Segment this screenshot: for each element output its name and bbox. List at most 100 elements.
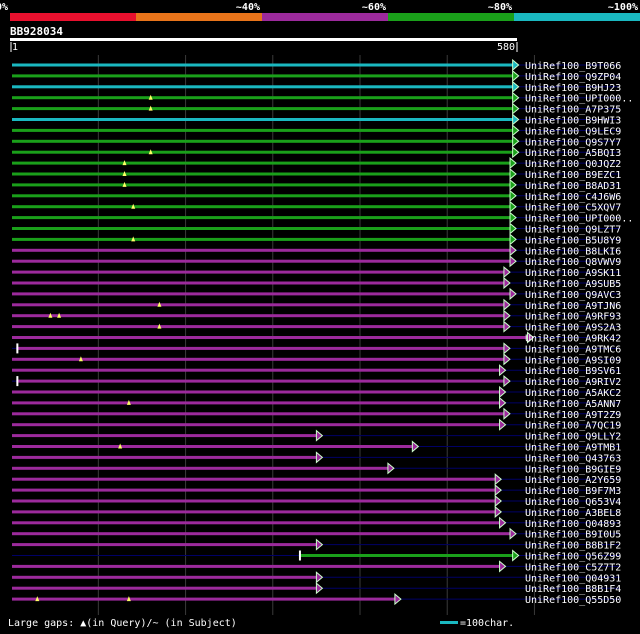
hit-bar <box>12 455 317 459</box>
hit-label: UniRef100_Q9LEC9 <box>525 126 621 137</box>
hit-row: UniRef100_B9HWI3 <box>12 113 621 127</box>
hit-row: UniRef100_Q0JQZ2 <box>12 157 621 170</box>
hit-bar <box>12 85 513 89</box>
hit-row: UniRef100_A9TMC6 <box>12 342 621 355</box>
hit-bar <box>12 325 504 329</box>
hit-end-arrow <box>494 484 502 497</box>
hit-row: UniRef100_A9SI09 <box>12 353 621 366</box>
hit-label: UniRef100_B9EZC1 <box>525 170 621 181</box>
hit-row: UniRef100_A5BQI3 <box>12 146 621 159</box>
hit-label: UniRef100_A3BEL8 <box>525 508 621 519</box>
hit-end-arrow <box>512 549 520 562</box>
hit-label: UniRef100_A9TJN6 <box>525 301 621 312</box>
hit-bar <box>12 434 317 438</box>
hit-label: UniRef100_B9T066 <box>525 61 621 72</box>
query-gap-marker <box>131 236 136 242</box>
hit-end-arrow <box>509 255 517 268</box>
hit-label: UniRef100_B9HWI3 <box>525 116 621 127</box>
hit-label: UniRef100_B8AD31 <box>525 181 621 192</box>
hit-label: UniRef100_B8B1F2 <box>525 541 621 552</box>
hit-bar <box>12 390 500 394</box>
hit-end-arrow <box>509 200 517 213</box>
identity-bin <box>262 13 388 21</box>
query-gap-marker <box>148 105 153 111</box>
hit-end-arrow <box>503 407 511 420</box>
hit-bar <box>12 74 513 78</box>
hit-bar <box>12 292 511 296</box>
hit-bar <box>12 575 317 579</box>
hit-label: UniRef100_B9GIE9 <box>525 464 621 475</box>
hit-bar <box>12 96 513 100</box>
hit-row: UniRef100_B5U8Y9 <box>12 233 621 246</box>
query-gap-marker <box>148 149 153 155</box>
hit-row: UniRef100_A7QC19 <box>12 418 621 432</box>
hit-label: UniRef100_A9S2A3 <box>525 323 621 334</box>
hit-end-arrow <box>526 331 535 344</box>
hit-bar <box>12 586 317 590</box>
hit-end-arrow <box>494 473 502 486</box>
hit-label: UniRef100_A7P375 <box>525 105 621 116</box>
hit-end-arrow <box>499 516 507 529</box>
hit-end-arrow <box>509 244 517 257</box>
hit-end-arrow <box>499 396 507 409</box>
hit-label: UniRef100_UPI000.. <box>525 214 633 225</box>
hit-row: UniRef100_B8B1F4 <box>12 582 621 595</box>
hit-bar <box>12 205 511 209</box>
hit-row: UniRef100_Q9AVC3 <box>12 287 621 301</box>
hit-end-arrow <box>512 113 520 126</box>
hit-end-arrow <box>499 560 507 573</box>
hit-label: UniRef100_Q04893 <box>525 519 621 530</box>
hit-end-arrow <box>503 309 511 322</box>
hit-bar <box>12 259 511 263</box>
hit-bar <box>12 401 500 405</box>
hit-bar <box>12 227 511 230</box>
hit-label: UniRef100_B9HJ23 <box>525 83 621 94</box>
hit-bar <box>298 554 513 557</box>
query-gap-marker <box>126 596 131 602</box>
hit-label: UniRef100_C5Z7T2 <box>525 562 621 573</box>
hit-row: UniRef100_UPI000.. <box>12 91 633 105</box>
hit-label: UniRef100_A5ANN7 <box>525 399 621 410</box>
hit-bar <box>12 423 500 427</box>
hit-end-arrow <box>503 353 511 366</box>
hit-bar <box>12 488 496 492</box>
hit-label: UniRef100_A2Y659 <box>525 475 621 486</box>
hit-row: UniRef100_Q9LLY2 <box>12 429 621 443</box>
hit-row: UniRef100_Q9LZT7 <box>12 222 621 236</box>
hit-end-arrow <box>509 167 517 181</box>
hit-end-arrow <box>512 146 520 159</box>
hit-bar <box>12 237 511 241</box>
hit-bar <box>16 346 504 350</box>
identity-bin-label: 20% <box>0 2 8 13</box>
query-gap-marker <box>131 203 136 209</box>
hit-bar <box>12 216 511 220</box>
hit-row: UniRef100_A9RK42 <box>12 331 621 345</box>
hit-end-arrow <box>512 69 520 82</box>
query-gap-marker <box>122 181 127 187</box>
hit-bar <box>12 412 504 416</box>
hit-bar <box>12 357 504 361</box>
identity-bin <box>10 13 136 21</box>
hit-end-arrow <box>494 494 502 508</box>
hit-label: UniRef100_A9TMB1 <box>525 443 621 454</box>
hit-bar <box>12 107 513 111</box>
hit-label: UniRef100_Q55D50 <box>525 595 621 606</box>
hit-bar <box>12 314 504 318</box>
hit-end-arrow <box>509 222 517 235</box>
hit-end-arrow <box>394 593 402 606</box>
hit-end-arrow <box>503 276 511 290</box>
hit-label: UniRef100_Q8VWV9 <box>525 257 621 268</box>
query-gap-marker <box>35 596 40 602</box>
hit-bar <box>12 161 511 165</box>
hit-label: UniRef100_C5XQV7 <box>525 203 621 214</box>
hit-bar <box>12 368 500 372</box>
hit-label: UniRef100_B9I0U5 <box>525 530 621 541</box>
hit-label: UniRef100_Q9LZT7 <box>525 225 621 236</box>
hit-row: UniRef100_A9RIV2 <box>12 375 621 388</box>
hit-row: UniRef100_B9HJ23 <box>12 80 621 94</box>
hit-end-arrow <box>503 266 511 279</box>
hit-row: UniRef100_B8AD31 <box>12 178 621 192</box>
hit-bar <box>12 336 528 339</box>
hit-label: UniRef100_A9SI09 <box>525 355 621 366</box>
hit-bar <box>12 128 513 132</box>
